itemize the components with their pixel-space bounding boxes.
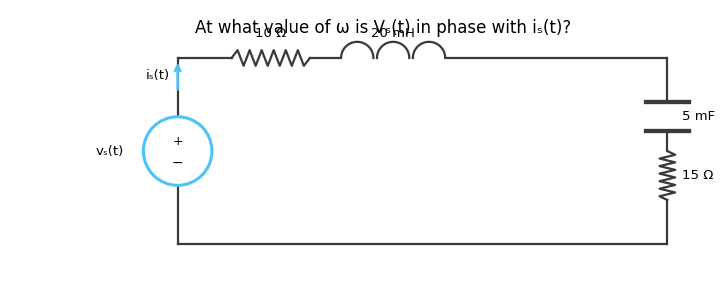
Circle shape [143, 117, 212, 185]
Text: −: − [172, 156, 184, 170]
Text: vₛ(t): vₛ(t) [96, 144, 124, 158]
Text: +: + [172, 135, 183, 148]
Text: iₛ(t): iₛ(t) [145, 69, 170, 82]
Text: 5 mF: 5 mF [682, 110, 715, 123]
Text: 15 Ω: 15 Ω [682, 169, 714, 182]
Text: At what value of ω is Vₛ(t) in phase with iₛ(t)?: At what value of ω is Vₛ(t) in phase wit… [195, 19, 572, 37]
Text: 20 mH: 20 mH [372, 27, 415, 40]
Text: 10 Ω: 10 Ω [255, 27, 287, 40]
